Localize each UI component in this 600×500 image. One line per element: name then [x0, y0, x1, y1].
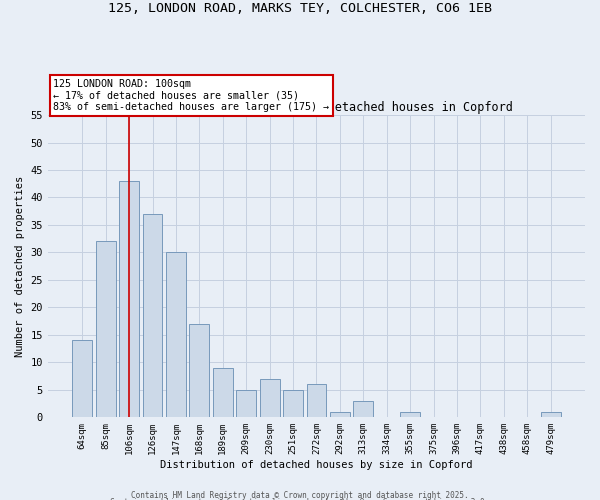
Bar: [96, 242, 116, 418]
Bar: [353, 401, 373, 417]
Bar: [330, 412, 350, 418]
Bar: [260, 379, 280, 418]
Bar: [190, 324, 209, 418]
Bar: [541, 412, 560, 418]
Bar: [213, 368, 233, 418]
Bar: [236, 390, 256, 417]
Text: 125, LONDON ROAD, MARKS TEY, COLCHESTER, CO6 1EB: 125, LONDON ROAD, MARKS TEY, COLCHESTER,…: [108, 2, 492, 16]
Text: Contains HM Land Registry data © Crown copyright and database right 2025.: Contains HM Land Registry data © Crown c…: [131, 490, 469, 500]
Bar: [400, 412, 420, 418]
Bar: [143, 214, 163, 418]
Y-axis label: Number of detached properties: Number of detached properties: [15, 176, 25, 357]
Bar: [73, 340, 92, 417]
Bar: [283, 390, 303, 417]
Text: Contains public sector information licensed under the Open Government Licence 3.: Contains public sector information licen…: [110, 498, 490, 500]
Text: 125 LONDON ROAD: 100sqm
← 17% of detached houses are smaller (35)
83% of semi-de: 125 LONDON ROAD: 100sqm ← 17% of detache…: [53, 79, 329, 112]
X-axis label: Distribution of detached houses by size in Copford: Distribution of detached houses by size …: [160, 460, 473, 470]
Bar: [307, 384, 326, 418]
Bar: [119, 181, 139, 418]
Title: Size of property relative to detached houses in Copford: Size of property relative to detached ho…: [121, 101, 512, 114]
Bar: [166, 252, 186, 418]
